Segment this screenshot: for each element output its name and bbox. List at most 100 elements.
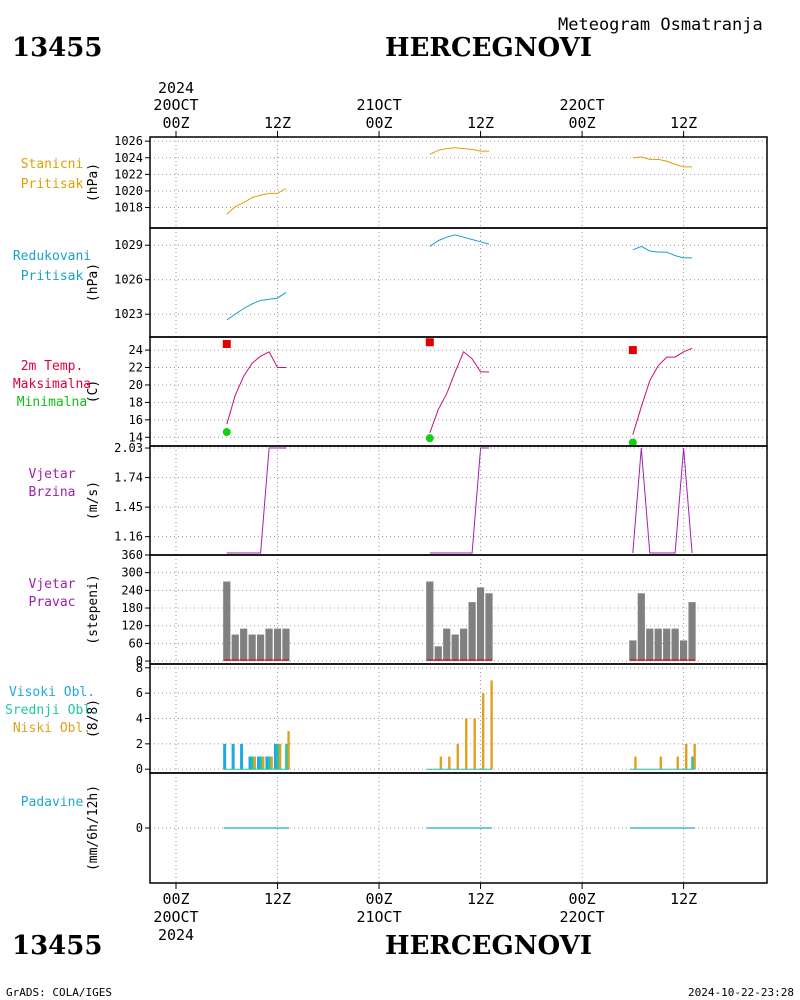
y-tick-label: 0 [136, 654, 143, 668]
y-tick-label: 4 [136, 712, 143, 726]
cloud-bar-mid [276, 743, 280, 770]
series-line [632, 347, 693, 435]
cloud-bar-mid [285, 743, 288, 770]
panel-stanicni: 1018 1020 1022 1024 1026 (hPa)Stanicni Pritisa… [21, 134, 768, 229]
panel-label: Niski Obl. [13, 721, 91, 736]
cloud-bar-low [465, 718, 468, 770]
panel-vjetar_brzina: 1.16 1.45 1.74 2.03 (m/s) Vjetar Brzina [29, 441, 768, 556]
wind-direction-bar [629, 640, 637, 662]
cloud-bar-low [253, 756, 256, 770]
cloud-bar-mid [691, 756, 694, 770]
y-tick-label: 2.03 [114, 441, 143, 455]
wind-direction-bar [223, 581, 231, 662]
y-tick-label: 1022 [114, 167, 143, 181]
hour-label-top: 00Z [569, 114, 596, 132]
hour-label-bottom: 12Z [670, 890, 697, 908]
cloud-bar-low [659, 756, 663, 770]
y-tick-label: 1.74 [114, 471, 143, 485]
wind-direction-bar [426, 581, 434, 662]
cloud-bar-mid [268, 756, 271, 770]
panel-label: Visoki Obl. [9, 685, 95, 700]
hour-label-top: 00Z [365, 114, 392, 132]
panel-label: Pritisak [21, 177, 84, 192]
y-axis-label: (hPa) [86, 163, 101, 202]
cloud-bar-low [676, 756, 679, 770]
y-tick-label: 1026 [114, 273, 143, 287]
y-tick-label: 20 [129, 378, 143, 392]
day-label-bottom: 21OCT [356, 908, 401, 926]
y-tick-label: 360 [121, 548, 143, 562]
y-tick-label: 300 [121, 566, 143, 580]
hour-label-bottom: 12Z [264, 890, 291, 908]
y-axis-label: (mm/6h/12h) [86, 785, 101, 871]
y-tick-label: 1018 [114, 201, 143, 215]
year-top: 2024 [158, 79, 194, 97]
series-line [429, 447, 489, 554]
wind-direction-bar [451, 634, 459, 662]
series-line [429, 234, 490, 247]
hour-label-bottom: 00Z [162, 890, 189, 908]
cloud-bar-high [265, 756, 269, 770]
day-label-bottom: 22OCT [560, 908, 605, 926]
series-line [429, 147, 489, 155]
panel-label: Pritisak [21, 269, 84, 284]
wind-direction-bar [265, 628, 273, 662]
panel-label: Pravac [29, 595, 76, 610]
footer-credit: GrADS: COLA/IGES [6, 986, 112, 999]
wind-direction-bar [654, 628, 662, 662]
day-label-top: 21OCT [356, 96, 401, 114]
wind-direction-bar [646, 628, 654, 662]
hour-label-top: 12Z [264, 114, 291, 132]
cloud-bar-low [634, 756, 637, 770]
cloud-bar-high [240, 743, 244, 770]
y-tick-label: 18 [129, 395, 143, 409]
wind-direction-bar [637, 593, 645, 662]
hour-label-top: 12Z [670, 114, 697, 132]
panel-label: Maksimalna [13, 377, 91, 392]
cloud-bar-low [439, 756, 443, 770]
wind-direction-bar [476, 587, 485, 662]
wind-direction-bar [273, 628, 282, 662]
y-tick-label: 14 [129, 430, 143, 444]
cloud-bar-low [287, 731, 290, 770]
station-id-bottom: 13455 [12, 931, 102, 961]
cloud-bar-mid [259, 756, 263, 770]
y-tick-label: 120 [121, 619, 143, 633]
y-tick-label: 1029 [114, 238, 143, 252]
y-tick-label: 1.16 [114, 530, 143, 544]
series-line [226, 447, 286, 554]
panel-label: Brzina [29, 485, 76, 500]
wind-direction-bar [443, 628, 451, 662]
y-tick-label: 1020 [114, 184, 143, 198]
y-tick-label: 16 [129, 413, 143, 427]
panel-label: Vjetar [29, 467, 76, 482]
year-bottom: 2024 [158, 926, 194, 944]
station-name-top: HERCEGNOVI [385, 33, 592, 63]
cloud-bar-low [262, 756, 265, 770]
y-tick-label: 22 [129, 361, 143, 375]
cloud-bar-low [481, 693, 485, 770]
footer-timestamp: 2024-10-22-23:28 [688, 986, 794, 999]
panel-frame [149, 136, 768, 229]
wind-direction-bar [248, 634, 256, 662]
y-tick-label: 0 [136, 762, 143, 776]
cloud-bar-low [490, 680, 493, 770]
day-label-top: 20OCT [153, 96, 198, 114]
y-tick-label: 0 [136, 821, 143, 835]
y-tick-label: 240 [121, 583, 143, 597]
panel-frame [149, 445, 768, 556]
y-tick-label: 8 [136, 661, 143, 675]
wind-direction-bar [240, 628, 248, 662]
panel-vjetar_pravac: 0 60 120 180 240 300 360 (stepeni) Vjetar Pravac [29, 548, 768, 668]
cloud-bar-high [223, 743, 227, 770]
y-tick-label: 24 [129, 343, 143, 357]
series-line [632, 245, 693, 259]
series-line [429, 350, 489, 434]
cloud-bar-low [693, 743, 696, 770]
panel-label: Vjetar [29, 577, 76, 592]
hour-label-bottom: 00Z [569, 890, 596, 908]
panel-label: Redukovani [13, 249, 91, 264]
panel-label: Stanicni [21, 157, 84, 172]
